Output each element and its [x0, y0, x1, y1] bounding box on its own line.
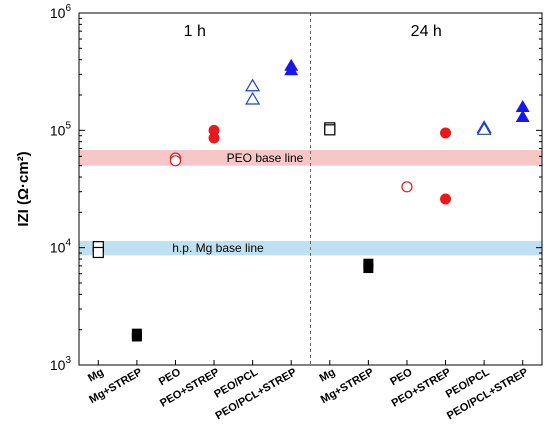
x-tick-label: PEO	[157, 366, 184, 388]
filled-circle-marker	[208, 124, 220, 136]
y-tick-label: 106	[50, 3, 72, 21]
filled-circle-marker	[208, 132, 220, 144]
x-tick-label: PEO	[388, 366, 415, 388]
filled-square-marker	[363, 263, 374, 274]
open-triangle-marker	[476, 122, 492, 135]
panel-label: 1 h	[184, 23, 206, 40]
baseline-label: h.p. Mg base line	[172, 241, 264, 255]
y-axis-label: IZI (Ω·cm²)	[15, 151, 32, 226]
filled-circle-marker	[440, 193, 452, 205]
open-triangle-marker	[245, 91, 261, 105]
y-axis: 103 104 105 106	[50, 3, 542, 373]
x-tick-label: Mg	[86, 366, 106, 384]
filled-square-marker	[131, 331, 142, 342]
panel-labels: 1 h 24 h	[184, 23, 442, 40]
open-square-marker	[92, 246, 104, 259]
open-triangle-marker	[245, 78, 261, 92]
data-points	[92, 58, 530, 342]
panel-label: 24 h	[411, 23, 442, 40]
filled-triangle-marker	[515, 100, 530, 113]
y-tick-label: 104	[50, 238, 72, 256]
x-tick-label: Mg	[318, 366, 338, 384]
plot-frame	[78, 12, 543, 366]
filled-triangle-marker	[515, 109, 530, 122]
baseline-label: PEO base line	[227, 151, 304, 165]
open-square-marker	[324, 124, 336, 136]
filled-triangle-marker	[284, 63, 299, 76]
y-tick-label: 103	[50, 355, 72, 373]
open-circle-marker	[169, 155, 182, 167]
open-circle-marker	[401, 181, 413, 193]
y-tick-label: 105	[50, 120, 72, 138]
filled-circle-marker	[440, 127, 452, 139]
